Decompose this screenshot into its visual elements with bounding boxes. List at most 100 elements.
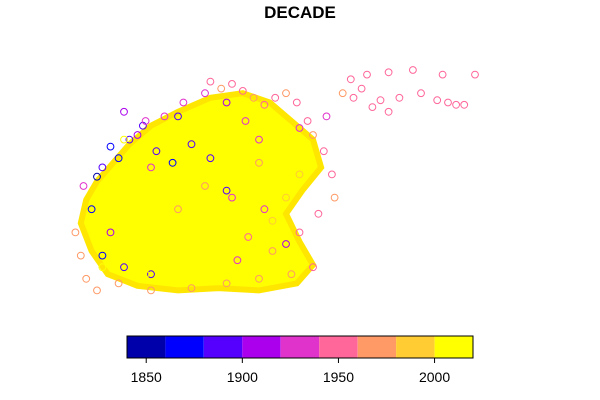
outlier-point xyxy=(471,70,479,79)
colorbar-frame xyxy=(126,335,474,359)
data-point xyxy=(309,263,317,272)
data-point xyxy=(241,251,250,260)
data-point xyxy=(322,112,331,121)
data-point xyxy=(319,147,328,156)
data-point xyxy=(106,193,115,202)
data-point xyxy=(98,263,107,272)
outlier-point xyxy=(368,103,377,111)
data-point xyxy=(82,274,91,283)
data-point xyxy=(244,233,253,241)
data-point xyxy=(295,170,304,179)
data-point xyxy=(133,131,142,139)
colorbar-tick-label: 1950 xyxy=(323,369,354,385)
data-point xyxy=(120,263,128,272)
outlier-point xyxy=(433,96,442,105)
density-blob xyxy=(77,90,325,294)
data-point xyxy=(268,216,277,225)
data-point xyxy=(282,89,290,98)
data-point xyxy=(268,247,277,255)
data-point xyxy=(120,107,128,116)
outlier-point xyxy=(460,100,469,109)
colorbar-bin xyxy=(242,336,281,358)
outlier-point xyxy=(363,70,371,79)
data-point xyxy=(187,140,196,149)
data-point xyxy=(174,131,182,139)
data-point xyxy=(114,279,123,288)
data-point xyxy=(201,124,209,132)
data-point xyxy=(303,117,312,125)
data-point xyxy=(187,216,196,225)
data-point xyxy=(309,131,317,139)
data-point xyxy=(187,284,196,293)
data-point xyxy=(255,274,263,283)
data-point xyxy=(174,112,182,121)
colorbar-legend: 1850 1900 1950 2000 xyxy=(126,335,474,385)
data-point xyxy=(260,205,269,214)
data-point xyxy=(152,147,161,156)
data-point xyxy=(133,170,142,179)
density-blob-fill xyxy=(77,90,325,294)
data-point xyxy=(187,170,196,179)
data-point xyxy=(314,209,323,218)
outlier-point xyxy=(338,89,347,98)
data-point xyxy=(228,135,236,144)
colorbar-bin xyxy=(280,336,320,358)
data-point xyxy=(233,256,242,265)
data-point xyxy=(125,135,134,144)
data-point xyxy=(222,98,231,107)
data-point xyxy=(141,117,150,125)
data-point xyxy=(255,158,263,167)
data-point xyxy=(147,286,155,295)
data-point xyxy=(222,279,231,288)
data-point xyxy=(292,98,301,107)
data-point xyxy=(201,89,209,98)
data-point xyxy=(71,228,80,237)
data-point xyxy=(160,182,169,190)
data-point xyxy=(206,154,215,163)
outlier-point xyxy=(409,66,417,74)
data-point xyxy=(147,270,155,279)
outlier-point xyxy=(452,100,461,109)
data-point xyxy=(241,170,250,179)
colorbar-tick-label: 1850 xyxy=(131,369,162,385)
data-point xyxy=(147,135,155,144)
data-points xyxy=(71,66,479,295)
data-point xyxy=(179,263,188,272)
data-point xyxy=(160,112,169,121)
data-point xyxy=(255,147,263,156)
data-point xyxy=(255,135,263,144)
data-point xyxy=(76,251,85,260)
data-point xyxy=(295,228,304,237)
colorbar-bin xyxy=(127,336,166,358)
data-point xyxy=(260,100,269,109)
data-point xyxy=(330,193,339,202)
data-point xyxy=(120,233,128,241)
data-point xyxy=(228,80,236,88)
data-point xyxy=(141,270,150,279)
outlier-point xyxy=(444,98,452,107)
data-point xyxy=(282,240,290,248)
colorbar-bin xyxy=(357,336,397,358)
data-point xyxy=(201,182,209,190)
colorbar-bin xyxy=(165,336,204,358)
outlier-point xyxy=(357,84,366,93)
outlier-point xyxy=(417,89,425,98)
colorbar-tick-label: 2000 xyxy=(419,369,450,385)
data-point xyxy=(174,205,182,214)
data-point xyxy=(98,163,107,172)
colorbar-bin xyxy=(319,336,358,358)
colorbar-bin xyxy=(434,336,473,358)
colorbar-bin xyxy=(203,336,243,358)
colorbar-bin xyxy=(396,336,435,358)
data-point xyxy=(238,87,247,95)
data-point xyxy=(214,158,223,167)
data-point xyxy=(114,154,123,163)
data-point xyxy=(120,135,128,144)
outlier-point xyxy=(384,68,393,77)
colorbar-tick-label: 1900 xyxy=(227,369,258,385)
data-point xyxy=(87,205,96,214)
data-point xyxy=(79,182,88,190)
data-point xyxy=(106,142,115,151)
data-point xyxy=(168,158,177,167)
